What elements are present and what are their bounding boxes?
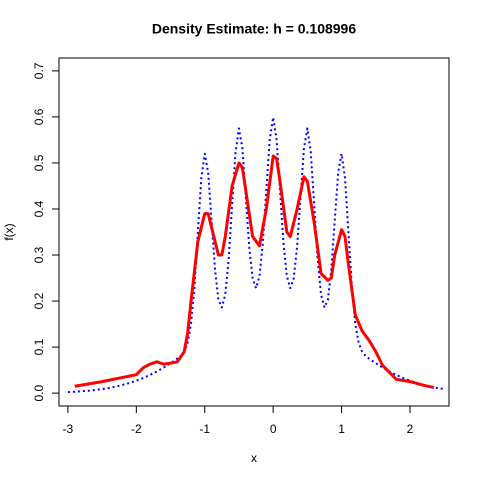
x-axis-label: x — [251, 451, 257, 465]
chart-title: Density Estimate: h = 0.108996 — [152, 21, 356, 37]
y-tick-label: 0.4 — [32, 200, 46, 217]
y-tick-label: 0.2 — [32, 292, 46, 309]
density-line — [74, 154, 435, 390]
y-tick-label: 0.7 — [32, 62, 46, 79]
y-axis-label: f(x) — [2, 223, 16, 240]
plot-box — [58, 57, 450, 407]
x-tick-label: 1 — [338, 422, 345, 436]
y-tick-label: 0.6 — [32, 108, 46, 125]
y-tick-label: 0.0 — [32, 384, 46, 401]
x-tick-label: -3 — [63, 422, 74, 436]
x-tick-label: -2 — [131, 422, 142, 436]
y-tick-label: 0.1 — [32, 338, 46, 355]
y-tick-label: 0.5 — [32, 154, 46, 171]
y-tick-label: 0.3 — [32, 246, 46, 263]
density-line — [67, 116, 445, 394]
x-tick-label: 0 — [270, 422, 277, 436]
x-tick-label: -1 — [199, 422, 210, 436]
x-tick-label: 2 — [407, 422, 414, 436]
